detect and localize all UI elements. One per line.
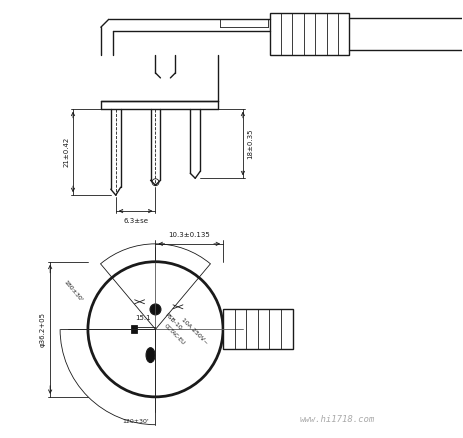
Text: 18±0.35: 18±0.35 [247, 128, 253, 159]
Text: 180±30': 180±30' [63, 280, 83, 304]
Bar [270, 13, 349, 55]
Text: 10.3±0.135: 10.3±0.135 [169, 232, 210, 238]
Bar [223, 309, 293, 349]
Text: CCTAC-EU: CCTAC-EU [163, 323, 186, 346]
Circle shape [150, 304, 161, 315]
Text: www.hi1718.com: www.hi1718.com [300, 415, 375, 424]
Text: PSB-10: PSB-10 [163, 312, 182, 331]
Ellipse shape [146, 348, 155, 363]
Text: 6.3±se: 6.3±se [123, 218, 148, 224]
Text: 120±30': 120±30' [122, 419, 149, 424]
Text: 10A 250V~: 10A 250V~ [180, 317, 209, 346]
Bar [131, 325, 137, 333]
Text: 15.1: 15.1 [135, 315, 150, 321]
Text: φ36.2+05: φ36.2+05 [39, 312, 45, 347]
Text: 21±0.42: 21±0.42 [63, 137, 69, 167]
